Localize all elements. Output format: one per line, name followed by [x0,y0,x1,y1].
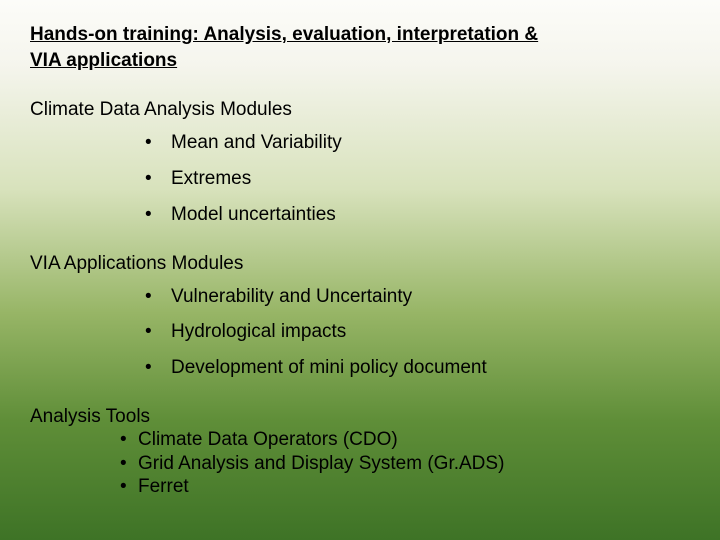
section-heading-via: VIA Applications Modules [30,253,690,275]
list-item: Mean and Variability [145,131,690,155]
via-list: Vulnerability and Uncertainty Hydrologic… [30,285,690,380]
slide: Hands-on training: Analysis, evaluation,… [0,0,720,540]
list-item-text: Grid Analysis and Display System (Gr.ADS… [138,453,504,474]
list-item-text: Vulnerability and Uncertainty [171,286,412,307]
list-item: Grid Analysis and Display System (Gr.ADS… [120,452,690,476]
tools-list: Climate Data Operators (CDO) Grid Analys… [30,428,690,499]
section-heading-tools: Analysis Tools [30,406,690,428]
list-item: Hydrological impacts [145,320,690,344]
climate-list: Mean and Variability Extremes Model unce… [30,131,690,226]
list-item: Model uncertainties [145,203,690,227]
list-item-text: Model uncertainties [171,204,336,225]
list-item-text: Ferret [138,476,189,497]
list-item-text: Development of mini policy document [171,357,487,378]
list-item: Climate Data Operators (CDO) [120,428,690,452]
section-heading-climate: Climate Data Analysis Modules [30,99,690,121]
title-line-2: VIA applications [30,50,177,71]
title-line-1: Hands-on training: Analysis, evaluation,… [30,24,538,45]
slide-title: Hands-on training: Analysis, evaluation,… [30,22,690,73]
list-item-text: Climate Data Operators (CDO) [138,429,398,450]
list-item: Extremes [145,167,690,191]
list-item: Development of mini policy document [145,356,690,380]
list-item-text: Extremes [171,168,251,189]
list-item: Vulnerability and Uncertainty [145,285,690,309]
list-item-text: Mean and Variability [171,132,342,153]
list-item-text: Hydrological impacts [171,321,346,342]
list-item: Ferret [120,475,690,499]
